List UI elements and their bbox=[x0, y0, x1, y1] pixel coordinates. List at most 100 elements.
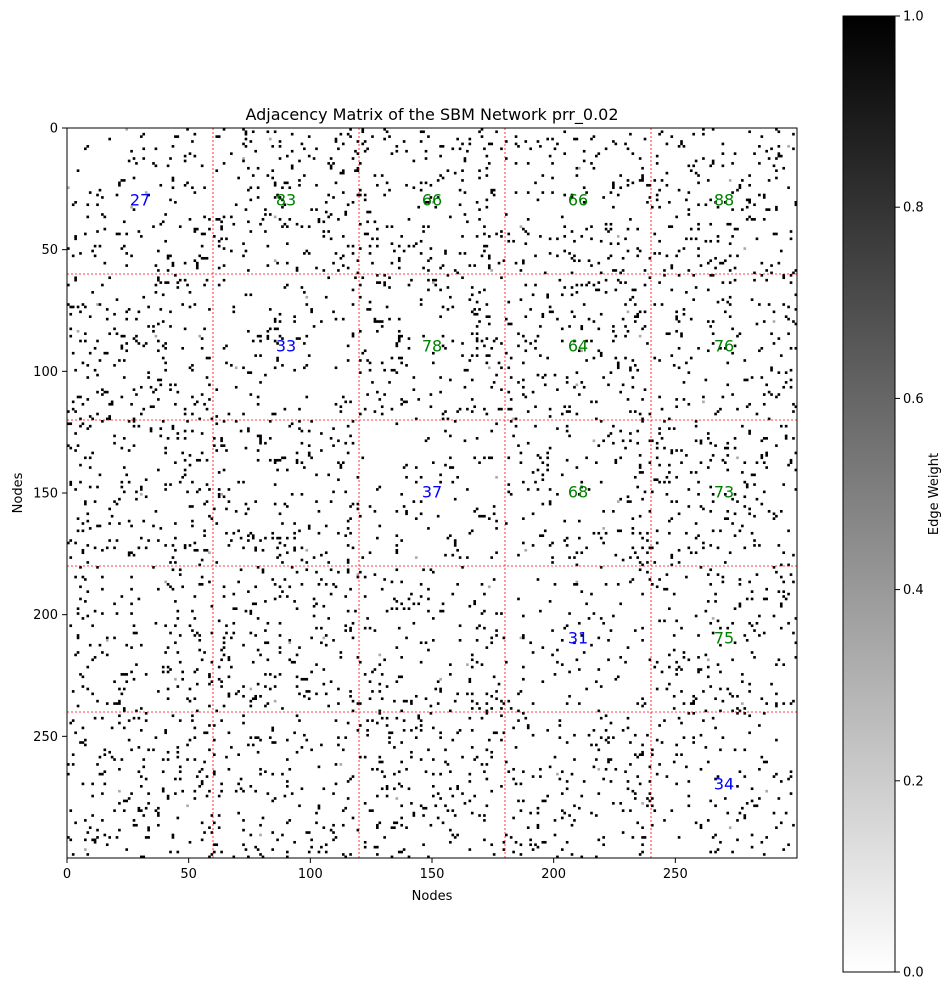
edge-cell bbox=[619, 174, 622, 177]
edge-cell bbox=[213, 235, 216, 238]
edge-cell bbox=[762, 461, 766, 464]
edge-cell bbox=[631, 181, 635, 185]
edge-cell bbox=[697, 534, 700, 537]
edge-cell bbox=[290, 166, 294, 170]
edge-cell bbox=[668, 480, 671, 484]
edge-cell bbox=[339, 651, 343, 654]
edge-cell bbox=[779, 604, 783, 608]
edge-cell bbox=[376, 320, 379, 323]
edge-cell bbox=[536, 373, 540, 377]
edge-cell bbox=[371, 690, 374, 693]
edge-cell bbox=[629, 809, 632, 812]
edge-cell bbox=[174, 201, 177, 204]
edge-cell bbox=[249, 736, 253, 739]
edge-cell bbox=[176, 135, 180, 138]
edge-cell bbox=[242, 843, 245, 847]
edge-cell bbox=[132, 388, 136, 391]
edge-cell bbox=[558, 736, 562, 739]
edge-cell bbox=[648, 183, 652, 187]
edge-cell bbox=[648, 196, 652, 199]
edge-cell bbox=[758, 349, 761, 353]
edge-cell bbox=[541, 174, 545, 177]
edge-cell bbox=[633, 288, 637, 292]
edge-cell bbox=[461, 342, 464, 345]
edge-cell bbox=[760, 274, 764, 277]
edge-cell bbox=[402, 699, 406, 703]
edge-cell bbox=[142, 132, 146, 136]
edge-cell bbox=[582, 651, 586, 654]
edge-cell bbox=[256, 648, 260, 652]
edge-cell bbox=[125, 317, 129, 321]
edge-cell bbox=[699, 461, 703, 464]
edge-cell bbox=[264, 770, 267, 774]
edge-cell bbox=[351, 252, 355, 255]
colorbar-tick-label: 0.8 bbox=[903, 201, 924, 216]
edge-cell bbox=[502, 840, 506, 844]
edge-cell bbox=[268, 213, 272, 216]
edge-cell bbox=[624, 142, 627, 146]
edge-cell bbox=[721, 142, 725, 146]
edge-cell bbox=[412, 159, 416, 163]
edge-cell bbox=[677, 274, 681, 277]
edge-cell bbox=[108, 539, 111, 542]
edge-cell bbox=[665, 573, 669, 576]
edge-cell bbox=[585, 227, 588, 231]
edge-cell bbox=[451, 794, 455, 798]
edge-cell bbox=[704, 378, 708, 382]
edge-cell bbox=[775, 169, 778, 172]
edge-cell bbox=[607, 256, 610, 260]
edge-cell bbox=[205, 548, 209, 552]
edge-cell bbox=[675, 310, 678, 314]
edge-cell bbox=[704, 746, 708, 749]
edge-cell bbox=[553, 673, 557, 676]
edge-cell bbox=[412, 811, 416, 815]
edge-cell bbox=[264, 441, 267, 445]
edge-cell bbox=[69, 539, 73, 542]
edge-cell bbox=[86, 145, 90, 148]
edge-cell bbox=[466, 692, 469, 696]
edge-cell bbox=[108, 507, 111, 511]
edge-cell bbox=[101, 819, 104, 822]
edge-cell bbox=[548, 500, 552, 503]
edge-cell bbox=[213, 507, 216, 511]
edge-cell bbox=[753, 483, 756, 486]
edge-cell bbox=[711, 529, 715, 533]
edge-cell bbox=[276, 342, 279, 345]
edge-cell bbox=[174, 274, 177, 277]
edge-cell bbox=[599, 312, 603, 316]
edge-cell bbox=[497, 361, 501, 365]
edge-cell bbox=[675, 475, 678, 479]
edge-cell bbox=[76, 169, 80, 172]
edge-cell bbox=[578, 166, 581, 170]
edge-cell bbox=[191, 505, 194, 508]
edge-cell bbox=[208, 704, 211, 708]
edge-cell bbox=[651, 205, 654, 209]
edge-cell bbox=[93, 840, 97, 844]
edge-cell bbox=[653, 179, 657, 182]
edge-cell bbox=[79, 585, 82, 589]
edge-cell bbox=[675, 449, 678, 452]
edge-cell bbox=[346, 527, 350, 530]
edge-cell bbox=[220, 658, 223, 662]
edge-cell bbox=[93, 716, 97, 720]
edge-cell bbox=[239, 568, 243, 572]
edge-cell bbox=[152, 162, 155, 165]
edge-cell bbox=[724, 259, 727, 263]
edge-cell bbox=[697, 222, 700, 226]
edge-cell bbox=[332, 162, 335, 165]
edge-cell bbox=[278, 157, 282, 160]
edge-cell bbox=[118, 359, 121, 362]
edge-cell bbox=[580, 794, 584, 798]
edge-cell bbox=[407, 607, 411, 610]
edge-cell bbox=[256, 395, 260, 399]
edge-cell bbox=[286, 785, 289, 788]
edge-cell bbox=[621, 809, 625, 812]
edge-cell bbox=[339, 466, 343, 469]
edge-cell bbox=[646, 539, 649, 542]
edge-cell bbox=[105, 390, 109, 394]
edge-cell bbox=[570, 772, 574, 776]
edge-cell bbox=[446, 274, 450, 277]
edge-cell bbox=[624, 770, 627, 774]
edge-cell bbox=[259, 694, 262, 698]
edge-cell bbox=[251, 660, 255, 664]
